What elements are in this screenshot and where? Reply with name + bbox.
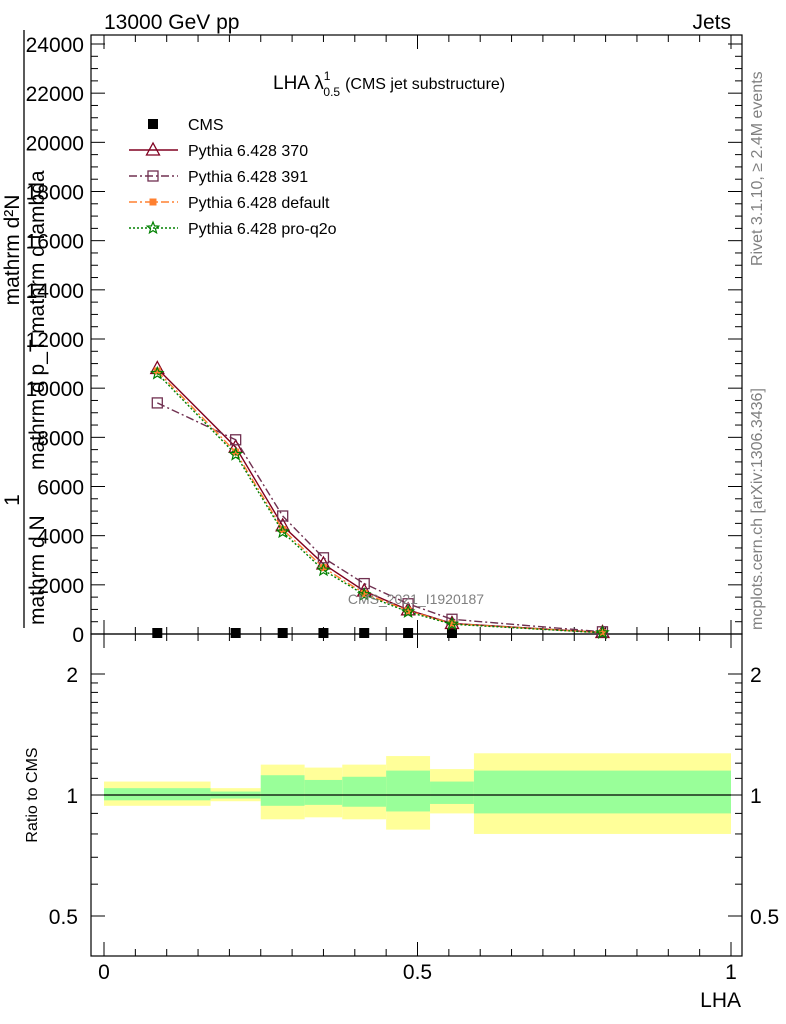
data-point <box>598 629 606 637</box>
xlabel: LHA <box>700 989 741 1012</box>
data-point <box>277 510 289 522</box>
data-point <box>275 524 290 539</box>
ratio-band-green <box>104 788 211 801</box>
main-ytick-label: 22000 <box>26 83 84 106</box>
ratio-ytick-label-right: 0.5 <box>750 906 779 929</box>
title-note: (CMS jet substructure) <box>345 76 505 93</box>
data-point <box>151 397 163 409</box>
main-ytick-label: 16000 <box>26 231 84 254</box>
data-point <box>228 446 243 461</box>
ratio-bands <box>104 753 731 834</box>
series-line <box>156 370 603 634</box>
mcplots-label: mcplots.cern.ch [arXiv:1306.3436] <box>749 388 766 630</box>
main-ytick-label: 12000 <box>26 329 84 352</box>
main-ytick-label: 24000 <box>26 34 84 57</box>
data-point <box>318 628 329 638</box>
legend-marker <box>148 119 158 129</box>
ratio-band-green <box>342 776 387 807</box>
series-line <box>156 368 603 634</box>
data-point <box>448 620 456 628</box>
ratio-ytick-label-right: 1 <box>750 785 762 808</box>
legend-label: CMS <box>188 117 224 134</box>
data-point <box>446 628 457 638</box>
series-layer <box>149 360 611 639</box>
ratio-band-green <box>260 775 305 806</box>
legend-label: Pythia 6.428 370 <box>188 143 308 160</box>
series-line <box>157 402 603 633</box>
data-point <box>403 628 414 638</box>
main-ylabel: 1 mathrm d N mathrm d²N mathrm d p_T mat… <box>1 30 49 628</box>
legend-marker <box>147 170 159 182</box>
main-axis-ticks: 0 2000 4000 6000 8000 10000 12000 14000 16000 180… <box>26 34 742 647</box>
ratio-ytick-label: 2 <box>66 664 78 687</box>
data-point <box>444 616 460 631</box>
ylabel-frac2-den: mathrm d p_T mathrm d lambda <box>26 170 49 470</box>
legend-label: Pythia 6.428 pro-q2o <box>188 221 337 238</box>
series-3 <box>153 367 606 637</box>
main-ytick-label: 6000 <box>37 477 84 500</box>
ratio-axis-ticks: 0.5 0.5 1 1 2 2 0 0.5 1 <box>49 634 779 984</box>
ylabel-frac1-num: 1 <box>1 494 24 506</box>
legend-label: Pythia 6.428 default <box>188 195 330 212</box>
ylabel-frac2-num: mathrm d²N <box>1 195 24 306</box>
main-ytick-label: 4000 <box>37 526 84 549</box>
main-ytick-label: 18000 <box>26 182 84 205</box>
data-point <box>153 367 161 375</box>
legend-marker <box>149 198 157 206</box>
data-point <box>319 564 327 572</box>
legend-label: Pythia 6.428 391 <box>188 169 308 186</box>
data-point <box>595 625 610 639</box>
ratio-ytick-label-right: 2 <box>750 664 762 687</box>
data-point <box>359 628 370 638</box>
header-energy-label: 13000 GeV pp <box>104 11 239 34</box>
plot-title: LHA λ1 0.5 (CMS jet substructure) <box>273 69 505 99</box>
data-point <box>150 365 165 380</box>
ratio-xtick-label: 0 <box>98 961 110 984</box>
ratio-band-green <box>304 779 343 805</box>
series-4 <box>150 365 610 639</box>
ylabel-frac1-den: mathrm d N <box>26 515 49 625</box>
data-point <box>404 607 412 615</box>
data-point <box>400 604 416 619</box>
legend-marker <box>145 141 161 156</box>
main-ytick-label: 14000 <box>26 280 84 303</box>
main-ytick-label: 2000 <box>37 575 84 598</box>
series-0 <box>152 628 457 638</box>
title-sub: 0.5 <box>323 85 340 99</box>
rivet-version-label: Rivet 3.1.10, ≥ 2.4M events <box>749 71 766 266</box>
data-point <box>356 587 372 601</box>
ratio-xtick-label: 1 <box>725 961 737 984</box>
legend-marker <box>145 220 161 235</box>
main-ytick-label: 10000 <box>26 378 84 401</box>
title-main: LHA λ <box>273 73 324 94</box>
ratio-ytick-label: 1 <box>66 785 78 808</box>
ratio-xtick-label: 0.5 <box>403 961 432 984</box>
legend: CMS Pythia 6.428 370 Pythia 6.428 391 Pythi… <box>129 117 337 238</box>
main-ytick-label: 0 <box>72 624 84 647</box>
data-point <box>230 628 241 638</box>
data-point <box>316 562 331 577</box>
ratio-band-green <box>430 781 474 804</box>
ratio-ytick-label: 0.5 <box>49 906 78 929</box>
data-point <box>230 434 242 446</box>
analysis-watermark: CMS_2021_I1920187 <box>348 591 484 607</box>
main-ytick-label: 8000 <box>37 427 84 450</box>
ratio-ylabel: Ratio to CMS <box>24 747 41 842</box>
data-point <box>360 589 368 597</box>
data-point <box>277 628 288 638</box>
data-point <box>232 448 240 456</box>
header-process-label: Jets <box>692 11 731 34</box>
ratio-band-green <box>473 770 731 814</box>
main-ytick-label: 20000 <box>26 132 84 155</box>
data-point <box>152 628 163 638</box>
ratio-band-green <box>386 770 431 812</box>
title-sup: 1 <box>324 69 331 83</box>
data-point <box>279 526 287 534</box>
